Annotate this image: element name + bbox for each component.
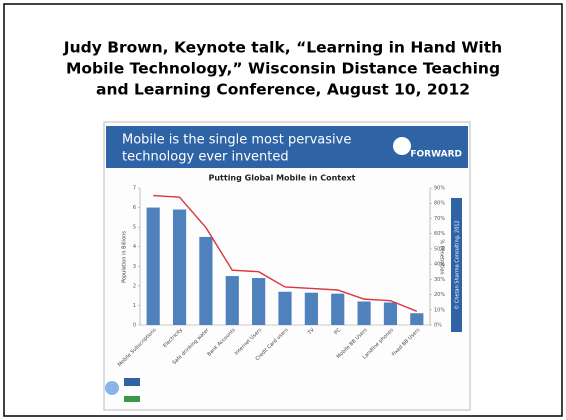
logo-mark (393, 137, 411, 155)
bar (278, 291, 292, 325)
bar (304, 292, 318, 325)
x-tick-label: PC (333, 327, 342, 336)
page-title: Mobile Technology,” Wisconsin Distance T… (66, 60, 500, 78)
y-label: Population in Billions (122, 231, 128, 283)
bar (146, 207, 160, 325)
y2-tick-label: 80% (434, 201, 445, 207)
y-tick-label: 1 (133, 303, 136, 309)
bar (172, 209, 187, 325)
page-title: and Learning Conference, August 10, 2012 (96, 81, 470, 99)
y-tick-label: 7 (133, 186, 136, 192)
bar (199, 236, 213, 325)
footer-logo (124, 396, 140, 402)
line (153, 194, 418, 312)
x-tick-label: TV (306, 327, 316, 337)
headline: Mobile is the single most pervasive (122, 133, 351, 148)
y2-tick-label: 10% (434, 307, 445, 313)
slide (103, 121, 471, 411)
bar (252, 278, 266, 325)
footer-logo (124, 378, 140, 386)
copyright-box (451, 198, 462, 332)
footer-logo (105, 381, 119, 395)
bar (357, 301, 371, 325)
bar (225, 276, 239, 325)
y-tick-label: 5 (133, 225, 136, 231)
y-tick-label: 0 (133, 323, 136, 329)
y2-tick-label: 90% (434, 186, 445, 192)
bar (410, 313, 424, 325)
chart-title: Putting Global Mobile in Context (208, 174, 355, 183)
y2-tick-label: 30% (434, 277, 445, 283)
y2-label: % Penetration (439, 239, 445, 274)
y2-tick-label: 50% (434, 246, 445, 252)
page-title: Judy Brown, Keynote talk, “Learning in H… (63, 39, 502, 57)
y-tick-label: 6 (133, 205, 136, 211)
bar (383, 302, 398, 325)
y-tick-label: 4 (133, 244, 136, 250)
y2-tick-label: 20% (434, 292, 445, 298)
y-tick-label: 3 (133, 264, 136, 270)
copyright: © Chetan Sharma Consulting, 2012 (454, 220, 461, 310)
y-tick-label: 2 (133, 283, 136, 289)
y2-tick-label: 0% (434, 323, 442, 329)
y2-tick-label: 70% (434, 216, 445, 222)
y2-tick-label: 40% (434, 262, 445, 268)
headline: technology ever invented (122, 150, 289, 165)
y2-tick-label: 60% (434, 231, 445, 237)
logo: FORWARD (410, 150, 462, 160)
bar (331, 293, 345, 325)
